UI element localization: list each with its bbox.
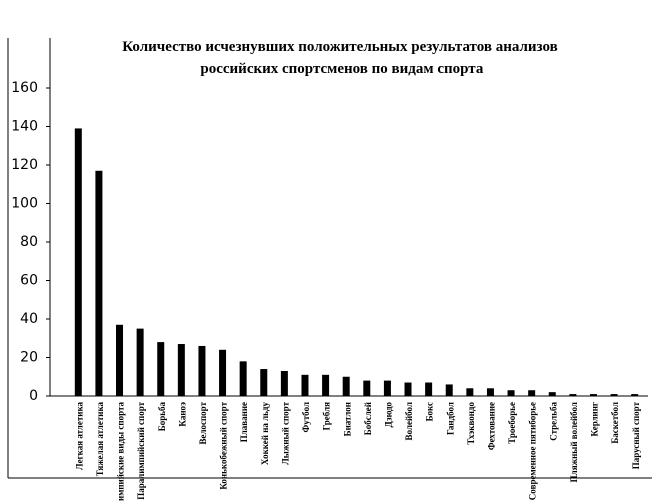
bar <box>445 384 453 396</box>
x-tick-label: Лыжный спорт <box>280 401 290 464</box>
x-tick-label: Бобслей <box>363 402 373 435</box>
x-tick-label: Конькобежный спорт <box>219 401 229 489</box>
y-tick-label: 60 <box>20 273 38 289</box>
x-tick-label: Футбол <box>301 402 311 432</box>
x-tick-label: Стрельба <box>548 402 558 441</box>
bar <box>486 388 494 396</box>
x-tick-label: Паралимпийский спорт <box>136 401 146 499</box>
bar <box>589 394 597 396</box>
y-tick-label: 80 <box>20 234 38 250</box>
bar <box>198 345 206 396</box>
bar <box>157 342 165 396</box>
x-tick-label: Пляжный волейбол <box>569 402 579 482</box>
y-tick-label: 120 <box>11 157 38 173</box>
x-tick-label: Парусный спорт <box>631 401 641 469</box>
x-tick-label: Баскетбол <box>610 402 620 444</box>
y-tick-label: 20 <box>20 350 38 366</box>
bar <box>425 382 433 396</box>
bar <box>322 374 330 396</box>
x-tick-label: Тяжелая атлетика <box>95 402 105 477</box>
bar <box>342 376 350 396</box>
bar <box>301 374 309 396</box>
y-tick-label: 40 <box>20 311 38 327</box>
x-tick-label: Гребля <box>322 402 332 430</box>
x-tick-label: Легкая атлетика <box>74 402 84 471</box>
y-tick-label: 160 <box>11 80 38 96</box>
x-tick-label: Волейбол <box>404 402 414 440</box>
bar <box>116 324 124 396</box>
bar <box>610 394 618 396</box>
x-tick-label: Борьба <box>157 402 167 432</box>
x-tick-label: Биатлон <box>342 402 352 436</box>
x-tick-label: Неолимпийские виды спорта <box>116 402 126 501</box>
bar <box>383 380 391 396</box>
y-tick-label: 100 <box>11 196 38 212</box>
bar <box>569 394 577 396</box>
y-tick-label: 140 <box>11 119 38 135</box>
bar <box>280 370 288 396</box>
x-tick-label: Плавание <box>239 402 249 442</box>
x-tick-label: Тхэквондо <box>466 402 476 445</box>
x-tick-label: Современное пятиборье <box>528 402 538 500</box>
bar <box>239 361 247 396</box>
x-tick-label: Велоспорт <box>198 401 208 444</box>
bar <box>177 344 185 396</box>
x-tick-label: Бокс <box>425 402 435 421</box>
x-tick-label: Фехтование <box>487 402 497 450</box>
x-tick-label: Дзюдо <box>383 402 393 428</box>
bar <box>95 170 103 396</box>
bar <box>260 369 268 396</box>
y-tick-label: 0 <box>29 388 38 404</box>
chart-title: Количество исчезнувших положительных рез… <box>122 39 557 77</box>
bar <box>507 390 515 396</box>
x-tick-label: Керлинг <box>590 402 600 436</box>
bar <box>631 394 639 396</box>
bar <box>466 388 474 396</box>
bar <box>528 390 536 396</box>
bar <box>363 380 371 396</box>
x-tick-label: Хоккей на льду <box>260 402 270 466</box>
bar <box>219 349 227 396</box>
bar <box>548 392 556 396</box>
x-tick-label: Каноэ <box>177 402 187 427</box>
x-tick-label: Гандбол <box>445 402 455 435</box>
bar <box>136 328 144 396</box>
bar <box>404 382 412 396</box>
x-tick-label: Троеборье <box>507 402 517 444</box>
bar <box>74 128 82 397</box>
